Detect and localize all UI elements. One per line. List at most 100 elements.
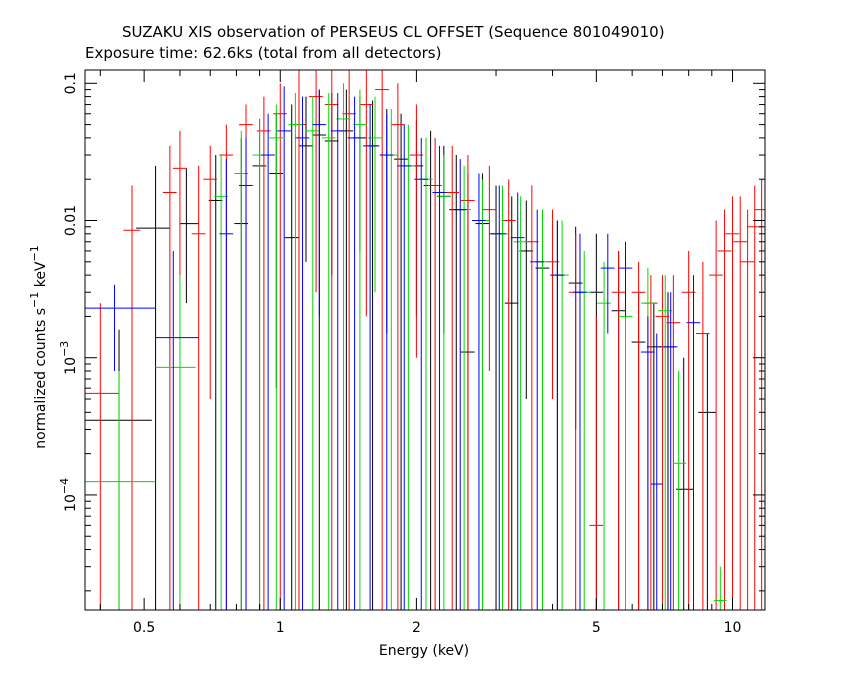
plot-frame bbox=[84, 69, 766, 611]
chart-title: SUZAKU XIS observation of PERSEUS CL OFF… bbox=[122, 23, 665, 41]
data-point bbox=[401, 124, 416, 610]
data-point bbox=[155, 250, 199, 610]
data-point bbox=[709, 220, 723, 610]
data-point bbox=[324, 70, 339, 610]
y-tick-base: 10 bbox=[63, 494, 79, 512]
data-point bbox=[284, 104, 299, 610]
x-tick-label: 5 bbox=[592, 620, 601, 636]
data-point bbox=[631, 261, 646, 610]
data-point bbox=[482, 165, 497, 372]
x-tick-label: 10 bbox=[724, 620, 742, 636]
y-axis-label: normalized counts s−1 keV−1 bbox=[28, 245, 49, 448]
x-axis-label: Energy (keV) bbox=[379, 643, 469, 659]
y-label-exponent: −1 bbox=[28, 292, 41, 308]
data-point bbox=[339, 89, 354, 610]
data-point bbox=[309, 70, 323, 293]
data-point bbox=[686, 275, 701, 610]
data-point bbox=[172, 130, 187, 276]
y-label-base: normalized counts s bbox=[33, 308, 49, 449]
y-label-unit: keV bbox=[33, 261, 49, 292]
data-point bbox=[510, 192, 525, 610]
data-point bbox=[191, 165, 206, 610]
data-point bbox=[347, 96, 362, 610]
data-point bbox=[239, 137, 253, 610]
data-point bbox=[666, 275, 681, 610]
data-point bbox=[717, 209, 732, 610]
data-point bbox=[85, 329, 152, 610]
data-point bbox=[330, 92, 345, 610]
data-point bbox=[342, 70, 356, 610]
y-tick-base: 10 bbox=[63, 357, 79, 375]
chart-subtitle: Exposure time: 62.6ks (total from all de… bbox=[85, 44, 442, 62]
data-point bbox=[359, 70, 374, 317]
data-point bbox=[162, 145, 177, 610]
data-point bbox=[501, 179, 516, 610]
data-point bbox=[524, 185, 539, 610]
data-point bbox=[725, 196, 740, 610]
data-point bbox=[577, 250, 591, 610]
data-point bbox=[363, 104, 377, 610]
data-point bbox=[471, 173, 486, 610]
data-point bbox=[155, 275, 196, 610]
data-point bbox=[85, 303, 120, 610]
data-point bbox=[85, 284, 156, 372]
data-point bbox=[589, 316, 604, 610]
data-point bbox=[432, 145, 447, 610]
data-point bbox=[572, 233, 587, 610]
data-point bbox=[436, 155, 451, 610]
data-point bbox=[288, 92, 303, 610]
y-tick-label: 10−4 bbox=[58, 478, 79, 512]
data-point bbox=[336, 83, 351, 610]
data-point bbox=[640, 316, 655, 610]
x-tick-label: 1 bbox=[276, 620, 285, 636]
y-tick-label: 0.01 bbox=[63, 205, 79, 236]
y-label-exponent: −1 bbox=[28, 245, 41, 261]
data-point bbox=[495, 185, 510, 610]
data-point bbox=[663, 292, 678, 610]
data-point bbox=[203, 145, 217, 400]
data-point bbox=[394, 113, 408, 610]
data-point bbox=[136, 165, 170, 610]
data-point bbox=[312, 89, 327, 317]
data-point bbox=[519, 200, 534, 400]
data-point bbox=[698, 333, 717, 610]
x-tick-label: 0.5 bbox=[133, 620, 155, 636]
y-tick-label: 0.1 bbox=[63, 72, 79, 94]
data-point bbox=[550, 220, 565, 610]
data-point bbox=[277, 86, 291, 610]
data-point bbox=[352, 89, 367, 610]
data-point bbox=[475, 179, 490, 610]
data-point bbox=[414, 137, 429, 610]
data-point bbox=[214, 155, 228, 610]
data-point bbox=[445, 145, 459, 610]
data-point bbox=[754, 179, 765, 610]
data-point bbox=[453, 159, 467, 610]
x-tick-label: 2 bbox=[412, 620, 421, 636]
data-point bbox=[747, 185, 762, 610]
data-point bbox=[449, 155, 464, 610]
data-point bbox=[673, 371, 687, 610]
data-point bbox=[658, 275, 672, 610]
data-point bbox=[650, 333, 663, 610]
data-point bbox=[713, 566, 727, 610]
data-point bbox=[379, 113, 394, 610]
data-point bbox=[299, 96, 313, 262]
data-point bbox=[457, 165, 471, 610]
data-point bbox=[646, 303, 661, 610]
data-point bbox=[305, 96, 320, 610]
data-point bbox=[643, 275, 658, 610]
data-point bbox=[740, 209, 755, 610]
data-point bbox=[492, 185, 507, 610]
data-point bbox=[460, 155, 475, 610]
data-point bbox=[489, 185, 503, 610]
data-point bbox=[390, 83, 405, 610]
data-point bbox=[291, 70, 306, 610]
data-point bbox=[219, 159, 234, 610]
data-point bbox=[618, 241, 633, 317]
data-point bbox=[208, 155, 223, 610]
data-point bbox=[530, 209, 544, 610]
data-point bbox=[321, 92, 336, 610]
data-point bbox=[597, 261, 611, 610]
data-point bbox=[295, 96, 310, 610]
